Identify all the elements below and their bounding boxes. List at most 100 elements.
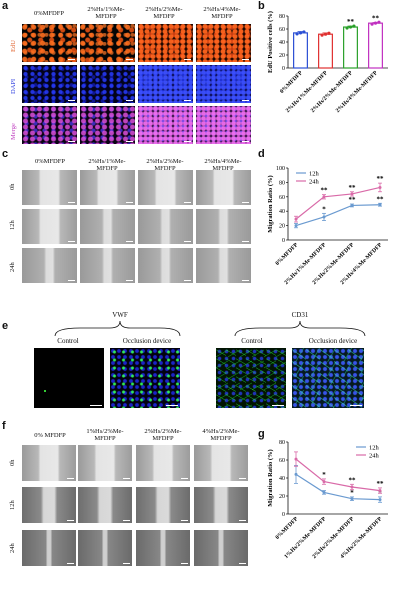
a-image-dapi-2 [80, 65, 135, 103]
a-row-label-dapi: DAPI [10, 78, 17, 94]
c-col-header-3: 2%Hs/2%Me-MFDFP [146, 158, 184, 172]
b-point-0-0 [295, 32, 299, 36]
a-image-merge-2 [80, 106, 135, 144]
b-point-1-1 [323, 32, 328, 36]
c-image-24h-3 [138, 248, 193, 283]
a-image-edu-3 [138, 24, 193, 62]
a-image-merge-3 [138, 106, 193, 144]
d-point-0-1 [322, 215, 326, 219]
b-xtick-label-1: 2%Hs/1%Me-MFDFP [285, 70, 329, 114]
d-ytick-label-4: 80 [279, 180, 285, 186]
g-point-0-3 [378, 498, 382, 502]
f-image-24h-2 [78, 530, 132, 566]
d-legend-label-1: 24h [309, 179, 320, 186]
d-ytick-label-0: 0 [282, 238, 285, 244]
e-image-vwf-control [34, 348, 104, 408]
d-point-0-0 [294, 224, 298, 228]
d-star-0-1: * [322, 205, 326, 213]
e-image-cd31-device [292, 348, 364, 408]
b-point-0-1 [298, 31, 303, 35]
g-series-line-1 [295, 458, 381, 492]
c-image-12h-4 [196, 209, 251, 244]
group-braces [54, 320, 366, 337]
b-ytick-label-1: 20 [279, 53, 285, 59]
g-point-1-2 [350, 485, 354, 489]
d-ytick-label-3: 60 [279, 195, 285, 201]
b-point-3-2 [377, 20, 381, 24]
d-star-1-2: ** [349, 184, 357, 192]
d-series-line-1 [295, 186, 381, 220]
f-image-0h-4 [194, 445, 248, 481]
f-image-12h-3 [136, 487, 190, 523]
b-ytick-label-2: 40 [279, 40, 285, 46]
c-image-12h-1 [22, 209, 77, 244]
panel-label-d: d [258, 148, 265, 160]
d-point-1-2 [350, 192, 354, 196]
g-ytick-label-1: 20 [279, 494, 285, 500]
e-subheader-control-1: Control [57, 337, 79, 345]
g-point-1-3 [378, 489, 382, 493]
g-point-1-0 [294, 457, 298, 461]
panel-label-g: g [258, 428, 265, 440]
f-image-24h-4 [194, 530, 248, 566]
c-image-24h-4 [196, 248, 251, 283]
e-group-cd31: CD31 [291, 311, 309, 319]
d-ylabel: Migration Ratio (%) [267, 175, 274, 232]
c-image-12h-3 [138, 209, 193, 244]
a-image-merge-1 [22, 106, 77, 144]
g-ytick-label-0: 0 [282, 512, 285, 518]
b-xtick-label-0: 0%MFDFP [279, 70, 304, 95]
c-image-0h-3 [138, 170, 193, 205]
c-row-label-0h: 0h [9, 183, 16, 191]
d-point-1-3 [378, 185, 382, 189]
b-point-1-2 [327, 31, 331, 35]
panel-label-f: f [2, 420, 6, 432]
e-subheader-control-2: Control [241, 337, 263, 345]
f-image-12h-2 [78, 487, 132, 523]
a-image-dapi-3 [138, 65, 193, 103]
c-image-12h-2 [80, 209, 135, 244]
f-image-0h-2 [78, 445, 132, 481]
e-subheader-device-2: Occlusion device [308, 337, 358, 345]
a-image-edu-4 [196, 24, 251, 62]
e-image-vwf-device [110, 348, 180, 408]
b-ylabel: EdU Positive cells (%) [267, 11, 274, 73]
d-star-1-3: ** [377, 175, 385, 183]
c-col-header-1: 0%MFDFP [35, 158, 65, 165]
g-point-0-1 [322, 490, 326, 494]
b-ytick-label-4: 80 [279, 14, 285, 20]
g-legend-label-0: 12h [369, 445, 380, 452]
f-image-24h-3 [136, 530, 190, 566]
a-image-dapi-4 [196, 65, 251, 103]
c-image-0h-1 [22, 170, 77, 205]
d-ytick-label-2: 40 [279, 209, 285, 215]
a-image-edu-2 [80, 24, 135, 62]
b-xtick-label-2: 2%Hs/2%Me-MFDFP [310, 70, 354, 114]
g-series-line-0 [295, 473, 381, 501]
c-row-label-24h: 24h [9, 262, 16, 272]
b-ytick-label-3: 60 [279, 27, 285, 33]
a-col-header-2: 2%Hs/1%Me-MFDFP [87, 6, 125, 20]
g-star-1-3: ** [377, 480, 385, 488]
f-image-12h-1 [22, 487, 76, 523]
g-ytick-label-2: 40 [279, 476, 285, 482]
b-point-0-2 [302, 30, 306, 34]
c-col-header-2: 2%Hs/1%Me-MFDFP [88, 158, 126, 172]
b-point-2-2 [352, 24, 356, 28]
b-bar-2 [343, 26, 358, 69]
g-legend-label-1: 24h [369, 453, 380, 460]
b-point-1-0 [320, 33, 324, 37]
d-series-line-0 [295, 204, 381, 227]
d-star-0-3: ** [377, 195, 385, 203]
c-image-24h-2 [80, 248, 135, 283]
g-star-0-2: * [350, 489, 354, 497]
a-col-header-1: 0%MFDFP [34, 10, 64, 17]
g-ylabel: Migration Ratio (%) [267, 449, 274, 506]
f-col-header-3: 2%Hs/2%Me-MFDFP [144, 428, 182, 442]
b-annotation-3: ** [372, 15, 380, 23]
b-xtick-label-3: 2%Hs/4%Me-MFDFP [335, 70, 379, 114]
f-col-header-2: 1%Hs/2%Me-MFDFP [86, 428, 124, 442]
b-bar-1 [318, 33, 333, 69]
e-image-cd31-control [216, 348, 286, 408]
